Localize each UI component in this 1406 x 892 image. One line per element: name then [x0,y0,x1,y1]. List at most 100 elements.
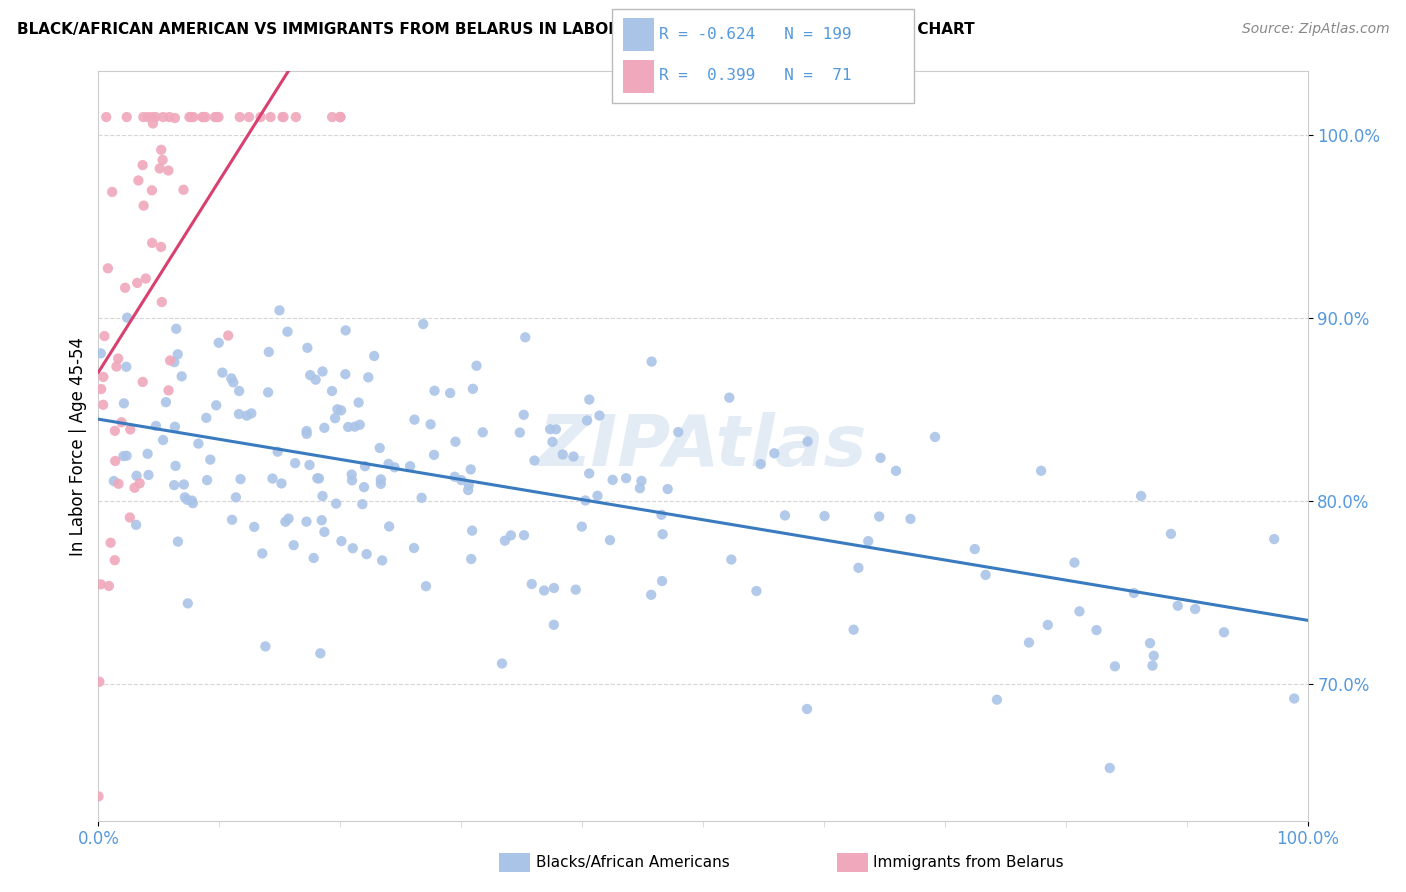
Point [499,528,522,542]
Point [112,449,135,463]
Point [115,449,138,463]
Point [533,583,555,598]
Point [273,110,295,124]
Point [347,395,370,409]
Text: BLACK/AFRICAN AMERICAN VS IMMIGRANTS FROM BELARUS IN LABOR FORCE | AGE 45-54 COR: BLACK/AFRICAN AMERICAN VS IMMIGRANTS FRO… [17,22,974,38]
Point [167,534,190,549]
Point [314,421,336,435]
Point [411,491,433,505]
Point [471,425,494,440]
Point [125,468,148,483]
Point [150,240,173,254]
Point [588,409,610,423]
Point [330,534,353,549]
Point [412,317,434,331]
Point [924,430,946,444]
Point [353,480,375,494]
Point [150,143,173,157]
Text: R = -0.624   N = 199: R = -0.624 N = 199 [659,27,852,42]
Point [225,491,247,505]
Point [149,161,172,176]
Point [195,473,218,487]
Point [460,462,482,476]
Point [211,366,233,380]
Point [377,457,399,471]
Point [177,596,200,610]
Point [276,325,298,339]
Point [127,276,149,290]
Point [170,369,193,384]
Point [138,467,160,482]
Point [329,110,352,124]
Point [243,520,266,534]
Point [657,482,679,496]
Point [136,110,159,124]
Point [869,450,891,465]
Point [796,434,818,449]
Point [340,474,363,488]
Point [1063,556,1085,570]
Point [419,417,441,432]
Point [114,281,136,295]
Point [602,473,624,487]
Point [349,417,371,432]
Point [120,422,142,436]
Point [145,110,167,124]
Point [423,448,446,462]
Point [173,477,195,491]
Point [274,515,297,529]
Point [207,110,229,124]
Point [1143,648,1166,663]
Point [96,110,118,124]
Point [651,527,673,541]
Point [884,464,907,478]
Point [194,110,217,124]
Point [228,384,250,398]
Point [963,542,986,557]
Point [179,110,201,124]
Point [457,483,479,497]
Point [330,403,353,417]
Point [115,110,138,124]
Point [181,496,204,510]
Point [1139,636,1161,650]
Point [858,534,880,549]
Point [564,582,586,597]
Point [90,346,112,360]
Point [1122,586,1144,600]
Point [325,497,347,511]
Point [423,384,446,398]
Point [104,553,127,567]
Point [100,535,122,549]
Point [235,409,257,423]
Point [650,508,672,522]
Point [173,183,195,197]
Point [1036,618,1059,632]
Point [93,370,115,384]
Point [221,371,243,385]
Point [574,493,596,508]
Point [439,386,461,401]
Point [1263,532,1285,546]
Point [1018,635,1040,649]
Point [494,533,516,548]
Point [513,528,536,542]
Point [1104,659,1126,673]
Point [91,398,114,412]
Point [354,459,377,474]
Point [335,323,357,337]
Point [314,524,336,539]
Point [191,110,214,124]
Point [163,478,186,492]
Point [368,441,391,455]
Point [157,110,180,124]
Point [97,579,120,593]
Point [342,541,364,556]
Point [200,452,222,467]
Point [343,419,366,434]
Point [89,674,111,689]
Point [399,459,422,474]
Point [578,467,600,481]
Point [551,447,574,461]
Point [90,577,112,591]
